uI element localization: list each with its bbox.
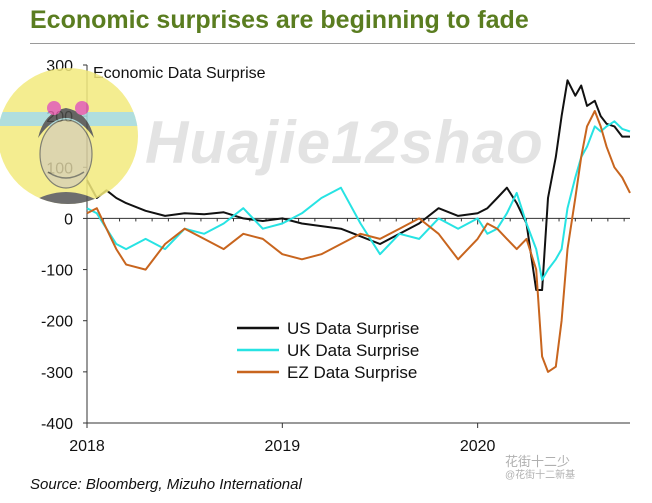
x-tick-label: 2018 [69,438,105,455]
y-tick-label: -100 [41,263,73,280]
x-tick-label: 2020 [460,438,496,455]
watermark-bottom-text: 花街十二少 [505,454,571,469]
y-tick-label: -300 [41,365,73,382]
series-line-1 [86,79,630,291]
y-tick-label: 0 [64,211,73,228]
watermark-bottom-subtext: @花街十二新基 [505,470,576,481]
legend-label: EZ Data Surprise [287,363,417,382]
page-title: Economic surprises are beginning to fade [30,6,529,34]
chart-title: Economic Data Surprise [93,65,266,82]
x-tick-label: 2019 [265,438,301,455]
watermark-bottom: 花街十二少 @花街十二新基 [505,455,575,483]
y-tick-label: -400 [41,416,73,433]
legend-label: US Data Surprise [287,319,419,338]
watermark-text: Huajie12shao [145,109,544,176]
watermark-avatar [0,68,138,204]
title-divider [30,43,635,44]
source-note: Source: Bloomberg, Mizuho International [30,476,302,493]
avatar-icon [0,101,138,204]
legend-label: UK Data Surprise [287,341,419,360]
series-line-3 [86,110,631,373]
y-tick-label: -200 [41,314,73,331]
